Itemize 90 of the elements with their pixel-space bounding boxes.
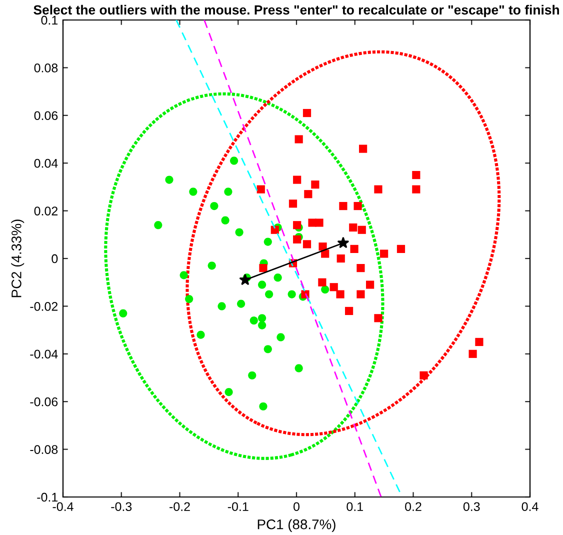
- point: [318, 278, 326, 286]
- point: [189, 188, 198, 196]
- point: [208, 262, 216, 270]
- point: [337, 236, 350, 248]
- point: [185, 294, 194, 304]
- point: [330, 283, 338, 292]
- point: [293, 221, 302, 230]
- point: [154, 221, 162, 230]
- y-tick-label: -0.06: [30, 397, 58, 406]
- x-tick-label: -0.4: [52, 502, 74, 512]
- point: [358, 226, 366, 234]
- point: [356, 290, 365, 298]
- x-tick-label: -0.2: [170, 502, 190, 512]
- point: [349, 223, 358, 232]
- point: [258, 321, 266, 330]
- y-tick-label: 0.08: [34, 64, 58, 72]
- point: [264, 345, 272, 354]
- point: [321, 285, 330, 294]
- point: [294, 135, 303, 144]
- point: [230, 156, 238, 165]
- point: [396, 244, 406, 254]
- point: [302, 108, 312, 118]
- point: [224, 388, 233, 396]
- point: [274, 274, 282, 282]
- point: [248, 371, 256, 380]
- y-tick-label: -0.1: [37, 492, 58, 502]
- point: [468, 350, 477, 358]
- point: [344, 306, 354, 316]
- point: [250, 316, 258, 325]
- point: [119, 309, 128, 318]
- point: [258, 280, 266, 289]
- point: [221, 216, 230, 224]
- point: [259, 402, 268, 410]
- x-tick-label: 0.3: [463, 502, 480, 512]
- point: [294, 364, 303, 372]
- point: [196, 330, 205, 339]
- point: [475, 338, 484, 346]
- x-tick-label: 0.2: [405, 502, 422, 512]
- y-tick-label: -0.08: [30, 445, 58, 454]
- point: [165, 176, 174, 184]
- point: [311, 180, 320, 189]
- point: [315, 218, 324, 227]
- point: [236, 300, 246, 308]
- point: [356, 264, 365, 272]
- point: [304, 190, 312, 198]
- x-tick-label: -0.1: [228, 502, 248, 512]
- point: [218, 302, 226, 310]
- y-tick-label: 0.06: [34, 111, 58, 120]
- point: [288, 290, 296, 298]
- point: [264, 238, 272, 246]
- point: [336, 254, 345, 263]
- point: [336, 290, 344, 298]
- point: [354, 202, 362, 210]
- point: [374, 314, 382, 322]
- x-tick-label: 0.4: [522, 502, 538, 512]
- point: [258, 314, 266, 322]
- point: [276, 333, 285, 342]
- point: [210, 202, 218, 210]
- point: [256, 185, 265, 194]
- y-tick-label: 0.1: [41, 16, 58, 25]
- point: [180, 271, 188, 280]
- point: [412, 185, 420, 194]
- x-axis-title: PC1 (88.7%): [258, 519, 336, 532]
- point: [288, 200, 298, 208]
- point: [235, 228, 244, 236]
- point: [224, 188, 232, 196]
- point: [259, 264, 268, 272]
- point: [412, 170, 420, 180]
- point: [380, 250, 388, 258]
- point: [293, 176, 302, 184]
- y-tick-label: 0: [52, 254, 58, 264]
- point: [339, 202, 348, 210]
- point: [374, 185, 382, 194]
- x-tick-label: 0: [294, 502, 300, 512]
- y-axis-title: PC2 (4.33%): [11, 220, 24, 298]
- y-tick-label: 0.04: [34, 158, 58, 168]
- y-tick-label: 0.02: [34, 206, 58, 216]
- point: [239, 274, 252, 286]
- point: [420, 371, 428, 380]
- point: [302, 240, 312, 248]
- point: [350, 244, 358, 254]
- point: [270, 226, 279, 234]
- y-tick-label: -0.04: [30, 350, 58, 359]
- point: [366, 280, 374, 289]
- x-tick-label: -0.3: [111, 502, 132, 512]
- point: [265, 290, 274, 298]
- point: [293, 235, 302, 244]
- x-tick-label: 0.1: [346, 502, 363, 512]
- point: [359, 144, 368, 153]
- y-tick-label: -0.02: [30, 302, 58, 311]
